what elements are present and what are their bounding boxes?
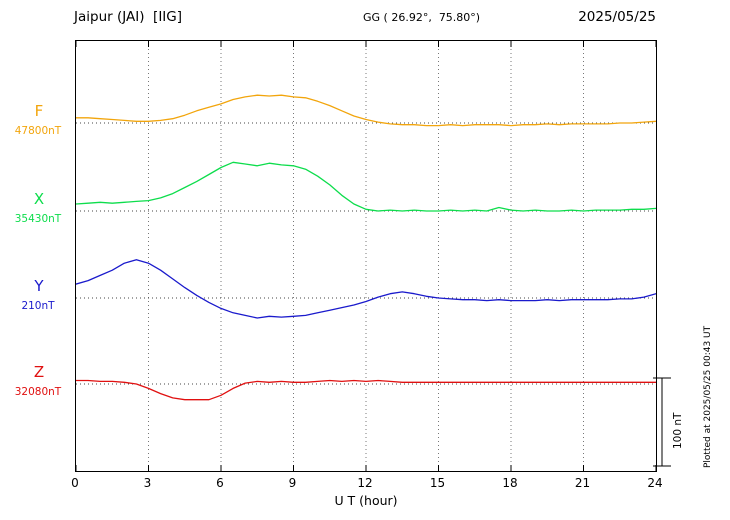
plot-date: 2025/05/25 xyxy=(578,9,656,25)
x-tick-label-0: 0 xyxy=(71,476,79,490)
x-tick-label-24: 24 xyxy=(647,476,663,490)
component-baseline-value-X: 35430nT xyxy=(14,213,62,225)
component-baseline-value-Z: 32080nT xyxy=(14,386,62,398)
component-letter-F: F xyxy=(34,102,44,120)
x-tick-label-15: 15 xyxy=(429,476,446,490)
x-axis-title: U T (hour) xyxy=(334,493,398,508)
station-title: Jaipur (JAI) [IIG] xyxy=(74,9,183,25)
magnetogram-plot xyxy=(76,41,656,471)
geo-coordinates: GG ( 26.92°, 75.80°) xyxy=(363,11,481,24)
component-baseline-value-F: 47800nT xyxy=(14,125,62,137)
x-tick-label-9: 9 xyxy=(288,476,297,490)
component-letter-X: X xyxy=(33,190,45,208)
plotted-at-note: Plotted at 2025/05/25 00:43 UT xyxy=(703,325,713,468)
x-tick-label-6: 6 xyxy=(216,476,224,490)
scale-bar-glyph xyxy=(653,377,671,467)
scale-bar xyxy=(650,374,676,474)
x-tick-label-3: 3 xyxy=(143,476,152,490)
x-tick-label-21: 21 xyxy=(574,476,591,490)
component-letter-Y: Y xyxy=(34,277,44,295)
component-letter-Z: Z xyxy=(33,363,45,381)
plot-area xyxy=(75,40,657,472)
scale-bar-label: 100 nT xyxy=(672,412,684,449)
x-tick-label-12: 12 xyxy=(357,476,373,490)
x-tick-label-18: 18 xyxy=(502,476,518,490)
component-baseline-value-Y: 210nT xyxy=(21,300,55,312)
